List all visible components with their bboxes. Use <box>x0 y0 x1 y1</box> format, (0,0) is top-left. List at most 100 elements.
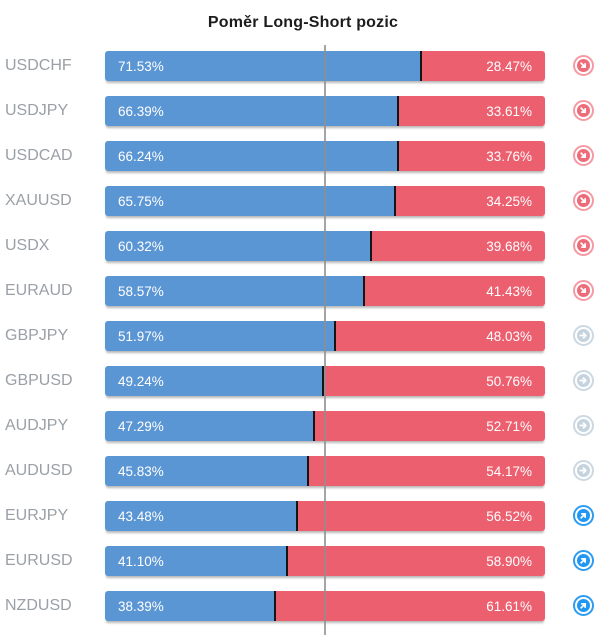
long-short-bar[interactable]: 65.75% 34.25% <box>105 186 545 216</box>
long-short-divider <box>394 186 397 216</box>
long-short-divider <box>296 501 299 531</box>
short-percentage: 34.25% <box>486 193 532 209</box>
pair-symbol-label: EURJPY <box>5 507 69 524</box>
short-percentage: 52.71% <box>486 418 532 434</box>
long-percentage: 41.10% <box>118 553 164 569</box>
long-segment: 66.39% <box>105 96 398 126</box>
trend-icon-disc <box>577 599 590 612</box>
trend-icon-disc <box>577 194 590 207</box>
trend-icon-disc <box>577 59 590 72</box>
arrow-down-right-icon <box>573 190 594 211</box>
long-short-divider <box>321 366 324 396</box>
short-percentage: 50.76% <box>486 373 532 389</box>
short-percentage: 56.52% <box>486 508 532 524</box>
arrow-right-icon <box>573 460 594 481</box>
long-short-divider <box>333 321 336 351</box>
trend-icon-disc <box>577 284 590 297</box>
long-segment: 65.75% <box>105 186 395 216</box>
arrow-down-right-icon <box>573 235 594 256</box>
pair-row: XAUUSD 65.75% 34.25% <box>0 186 606 216</box>
long-segment: 49.24% <box>105 366 322 396</box>
long-short-bar[interactable]: 66.39% 33.61% <box>105 96 545 126</box>
pair-symbol-label: XAUUSD <box>5 192 72 209</box>
long-segment: 60.32% <box>105 231 371 261</box>
pair-row: AUDJPY 47.29% 52.71% <box>0 411 606 441</box>
short-segment: 56.52% <box>298 501 545 531</box>
pair-row: GBPUSD 49.24% 50.76% <box>0 366 606 396</box>
long-short-bar[interactable]: 41.10% 58.90% <box>105 546 545 576</box>
trend-icon-disc <box>577 464 590 477</box>
long-short-bar[interactable]: 51.97% 48.03% <box>105 321 545 351</box>
arrow-down-right-icon <box>573 100 594 121</box>
long-segment: 71.53% <box>105 51 420 81</box>
long-short-ratio-widget: Poměr Long-Short pozic USDCHF 71.53% 28.47… <box>0 14 606 635</box>
arrow-up-right-icon <box>573 505 594 526</box>
trend-icon-disc <box>577 509 590 522</box>
long-percentage: 45.83% <box>118 463 164 479</box>
trend-icon-disc <box>577 419 590 432</box>
long-percentage: 65.75% <box>118 193 164 209</box>
rows-container: USDCHF 71.53% 28.47% USDJPY 66.39% 33.61% USDC… <box>0 51 606 621</box>
pair-row: GBPJPY 51.97% 48.03% <box>0 321 606 351</box>
long-short-divider <box>419 51 422 81</box>
pair-symbol-label: USDCHF <box>5 57 72 74</box>
pair-symbol-label: USDJPY <box>5 102 69 119</box>
long-percentage: 58.57% <box>118 283 164 299</box>
trend-icon-disc <box>577 104 590 117</box>
short-percentage: 61.61% <box>486 598 532 614</box>
long-short-bar[interactable]: 45.83% 54.17% <box>105 456 545 486</box>
pair-symbol-label: NZDUSD <box>5 597 72 614</box>
pair-symbol-label: USDX <box>5 237 50 254</box>
arrow-down-right-icon <box>573 55 594 76</box>
pair-row: EURUSD 41.10% 58.90% <box>0 546 606 576</box>
long-short-bar[interactable]: 38.39% 61.61% <box>105 591 545 621</box>
arrow-up-right-icon <box>573 595 594 616</box>
pair-symbol-label: GBPUSD <box>5 372 73 389</box>
long-percentage: 43.48% <box>118 508 164 524</box>
arrow-right-icon <box>573 370 594 391</box>
chart-title: Poměr Long-Short pozic <box>207 14 399 31</box>
arrow-right-icon <box>573 325 594 346</box>
long-short-divider <box>396 141 399 171</box>
long-segment: 47.29% <box>105 411 314 441</box>
short-percentage: 28.47% <box>486 58 532 74</box>
long-percentage: 66.39% <box>118 103 164 119</box>
long-short-bar[interactable]: 49.24% 50.76% <box>105 366 545 396</box>
long-segment: 43.48% <box>105 501 297 531</box>
long-segment: 45.83% <box>105 456 307 486</box>
trend-icon-disc <box>577 554 590 567</box>
long-percentage: 71.53% <box>118 58 164 74</box>
short-segment: 39.68% <box>372 231 545 261</box>
arrow-up-right-icon <box>573 550 594 571</box>
long-percentage: 38.39% <box>118 598 164 614</box>
long-short-bar[interactable]: 43.48% 56.52% <box>105 501 545 531</box>
long-percentage: 47.29% <box>118 418 164 434</box>
short-segment: 54.17% <box>308 456 545 486</box>
long-short-bar[interactable]: 47.29% 52.71% <box>105 411 545 441</box>
long-short-bar[interactable]: 58.57% 41.43% <box>105 276 545 306</box>
pair-symbol-label: EURUSD <box>5 552 73 569</box>
pair-row: EURAUD 58.57% 41.43% <box>0 276 606 306</box>
short-percentage: 33.76% <box>486 148 532 164</box>
short-segment: 48.03% <box>335 321 545 351</box>
short-percentage: 33.61% <box>486 103 532 119</box>
short-segment: 41.43% <box>364 276 545 306</box>
long-short-divider <box>362 276 365 306</box>
short-percentage: 48.03% <box>486 328 532 344</box>
long-short-bar[interactable]: 71.53% 28.47% <box>105 51 545 81</box>
short-percentage: 54.17% <box>486 463 532 479</box>
long-percentage: 51.97% <box>118 328 164 344</box>
long-segment: 38.39% <box>105 591 274 621</box>
pair-row: USDX 60.32% 39.68% <box>0 231 606 261</box>
long-short-bar[interactable]: 60.32% 39.68% <box>105 231 545 261</box>
long-segment: 66.24% <box>105 141 397 171</box>
arrow-down-right-icon <box>573 280 594 301</box>
short-percentage: 41.43% <box>486 283 532 299</box>
long-short-divider <box>273 591 276 621</box>
long-short-bar[interactable]: 66.24% 33.76% <box>105 141 545 171</box>
long-percentage: 66.24% <box>118 148 164 164</box>
short-segment: 58.90% <box>287 546 545 576</box>
pair-row: USDCAD 66.24% 33.76% <box>0 141 606 171</box>
short-segment: 52.71% <box>315 411 545 441</box>
short-segment: 33.76% <box>398 141 545 171</box>
